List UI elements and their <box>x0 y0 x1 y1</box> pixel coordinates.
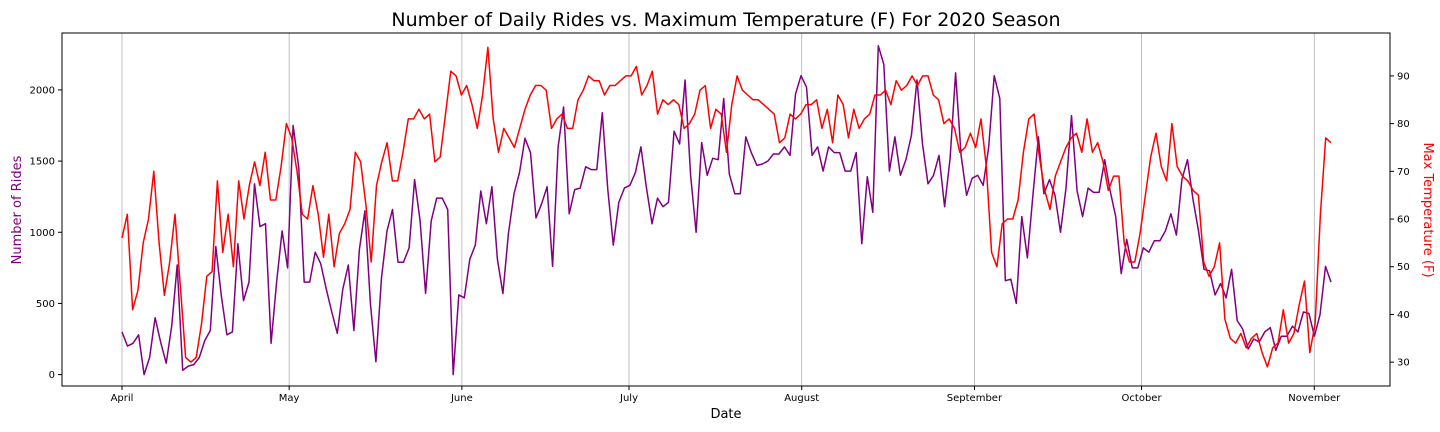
right-y-axis-ticks: 30 40 50 60 70 80 90 <box>1390 71 1410 369</box>
left-tick-label: 1500 <box>30 157 55 168</box>
left-y-axis-label: Number of Rides <box>10 155 25 264</box>
right-tick-label: 80 <box>1397 119 1410 130</box>
x-tick-label: August <box>784 393 819 404</box>
x-tick-label: October <box>1122 393 1163 404</box>
x-tick-label: April <box>111 393 134 404</box>
series-lines <box>121 45 1332 376</box>
x-tick-label: May <box>279 393 300 404</box>
left-tick-label: 0 <box>49 370 55 381</box>
x-tick-label: September <box>947 393 1003 404</box>
x-axis-label: Date <box>710 407 741 422</box>
left-tick-label: 500 <box>36 299 55 310</box>
x-tick-label: July <box>619 393 638 404</box>
right-tick-label: 30 <box>1397 358 1410 369</box>
grid-lines <box>121 33 1315 386</box>
right-tick-label: 40 <box>1397 310 1410 321</box>
right-tick-label: 50 <box>1397 262 1410 273</box>
plot-area-frame <box>61 32 1391 387</box>
left-tick-label: 1000 <box>30 228 55 239</box>
x-tick-label: November <box>1288 393 1341 404</box>
rides-series-line <box>121 45 1332 376</box>
left-y-axis-ticks: 0 500 1000 1500 2000 <box>30 85 62 381</box>
right-y-axis-label: Max Temperature (F) <box>1420 142 1435 277</box>
x-tick-label: June <box>450 393 473 404</box>
temperature-series-line <box>121 46 1332 368</box>
chart-title: Number of Daily Rides vs. Maximum Temper… <box>391 9 1060 31</box>
right-tick-label: 70 <box>1397 167 1410 178</box>
left-tick-label: 2000 <box>30 85 55 96</box>
right-tick-label: 60 <box>1397 215 1410 226</box>
right-tick-label: 90 <box>1397 71 1410 82</box>
x-axis-ticks: April May June July August September October No… <box>111 386 1341 404</box>
